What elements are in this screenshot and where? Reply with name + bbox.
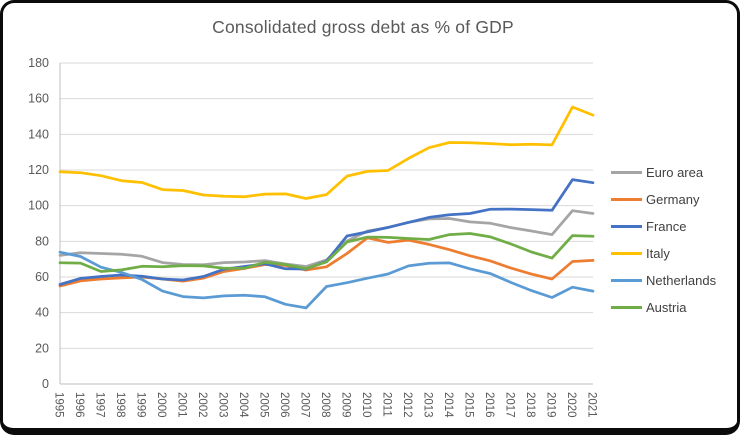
y-axis-tick-label: 0 bbox=[42, 377, 49, 391]
x-axis-tick-label: 2000 bbox=[155, 392, 167, 418]
legend-item-netherlands: Netherlands bbox=[611, 267, 716, 294]
legend-label: Germany bbox=[646, 192, 700, 207]
x-axis-tick-label: 1998 bbox=[114, 392, 126, 418]
y-axis-tick-label: 40 bbox=[35, 306, 49, 320]
chart-legend: Euro area Germany France Italy Netherlan… bbox=[611, 159, 716, 321]
series-line-netherlands bbox=[58, 250, 595, 310]
x-axis-tick-label: 2020 bbox=[565, 392, 577, 418]
legend-line-swatch bbox=[611, 171, 642, 174]
y-axis-tick-label: 20 bbox=[35, 341, 49, 355]
x-axis-tick-label: 2015 bbox=[463, 392, 475, 418]
legend-item-italy: Italy bbox=[611, 240, 716, 267]
x-axis-tick-label: 2018 bbox=[524, 392, 536, 418]
x-axis-tick-label: 2002 bbox=[196, 392, 208, 418]
x-axis-tick-label: 2006 bbox=[278, 392, 290, 418]
chart-title: Consolidated gross debt as % of GDP bbox=[212, 17, 514, 37]
x-axis-tick-label: 1997 bbox=[94, 392, 106, 418]
legend-label: Euro area bbox=[646, 165, 704, 180]
y-axis-tick-label: 140 bbox=[28, 127, 49, 141]
x-axis-tick-label: 2012 bbox=[401, 392, 413, 418]
x-axis-tick-label: 2016 bbox=[483, 392, 495, 418]
y-axis-tick-label: 80 bbox=[35, 234, 49, 248]
x-axis-tick-label: 2005 bbox=[258, 392, 270, 418]
x-axis-tick-label: 2021 bbox=[586, 392, 598, 418]
x-axis-tick-label: 2013 bbox=[422, 392, 434, 418]
x-axis-tick-label: 2014 bbox=[442, 392, 454, 418]
x-axis-tick-label: 2001 bbox=[176, 392, 188, 418]
series-line-austria bbox=[58, 232, 595, 273]
legend-label: Austria bbox=[646, 300, 687, 315]
x-axis-tick-label: 2008 bbox=[319, 392, 331, 418]
x-axis-tick-label: 1999 bbox=[135, 392, 147, 418]
legend-line-swatch bbox=[611, 198, 642, 201]
x-axis-tick-label: 1995 bbox=[53, 392, 65, 418]
y-axis-tick-label: 120 bbox=[28, 163, 49, 177]
legend-line-swatch bbox=[611, 252, 642, 255]
x-axis-tick-label: 2010 bbox=[360, 392, 372, 418]
y-axis-tick-label: 180 bbox=[28, 56, 49, 70]
series-line-italy bbox=[58, 105, 595, 200]
x-axis-tick-label: 2007 bbox=[299, 392, 311, 418]
legend-line-swatch bbox=[611, 306, 642, 309]
y-axis-tick-label: 100 bbox=[28, 199, 49, 213]
legend-label: France bbox=[646, 219, 687, 234]
legend-item-france: France bbox=[611, 213, 716, 240]
x-axis-tick-label: 1996 bbox=[73, 392, 85, 418]
x-axis-tick-label: 2009 bbox=[340, 392, 352, 418]
y-axis-tick-label: 160 bbox=[28, 92, 49, 106]
legend-line-swatch bbox=[611, 225, 642, 228]
x-axis-tick-label: 2019 bbox=[545, 392, 557, 418]
legend-line-swatch bbox=[611, 279, 642, 282]
legend-label: Netherlands bbox=[646, 273, 717, 288]
legend-item-germany: Germany bbox=[611, 186, 716, 213]
x-axis-tick-label: 2003 bbox=[217, 392, 229, 418]
legend-item-austria: Austria bbox=[611, 294, 716, 321]
chart-plot-area: 0 20 40 60 80 100 120 140 160 180 1995 1996 1997 1998… bbox=[28, 56, 598, 418]
x-axis-tick-label: 2017 bbox=[504, 392, 516, 418]
y-axis-tick-label: 60 bbox=[35, 270, 49, 284]
x-axis-tick-label: 2011 bbox=[381, 392, 393, 417]
legend-item-euro-area: Euro area bbox=[611, 159, 716, 186]
legend-label: Italy bbox=[646, 246, 670, 261]
series-line-euro-area bbox=[58, 209, 595, 268]
x-axis-tick-label: 2004 bbox=[237, 392, 249, 418]
